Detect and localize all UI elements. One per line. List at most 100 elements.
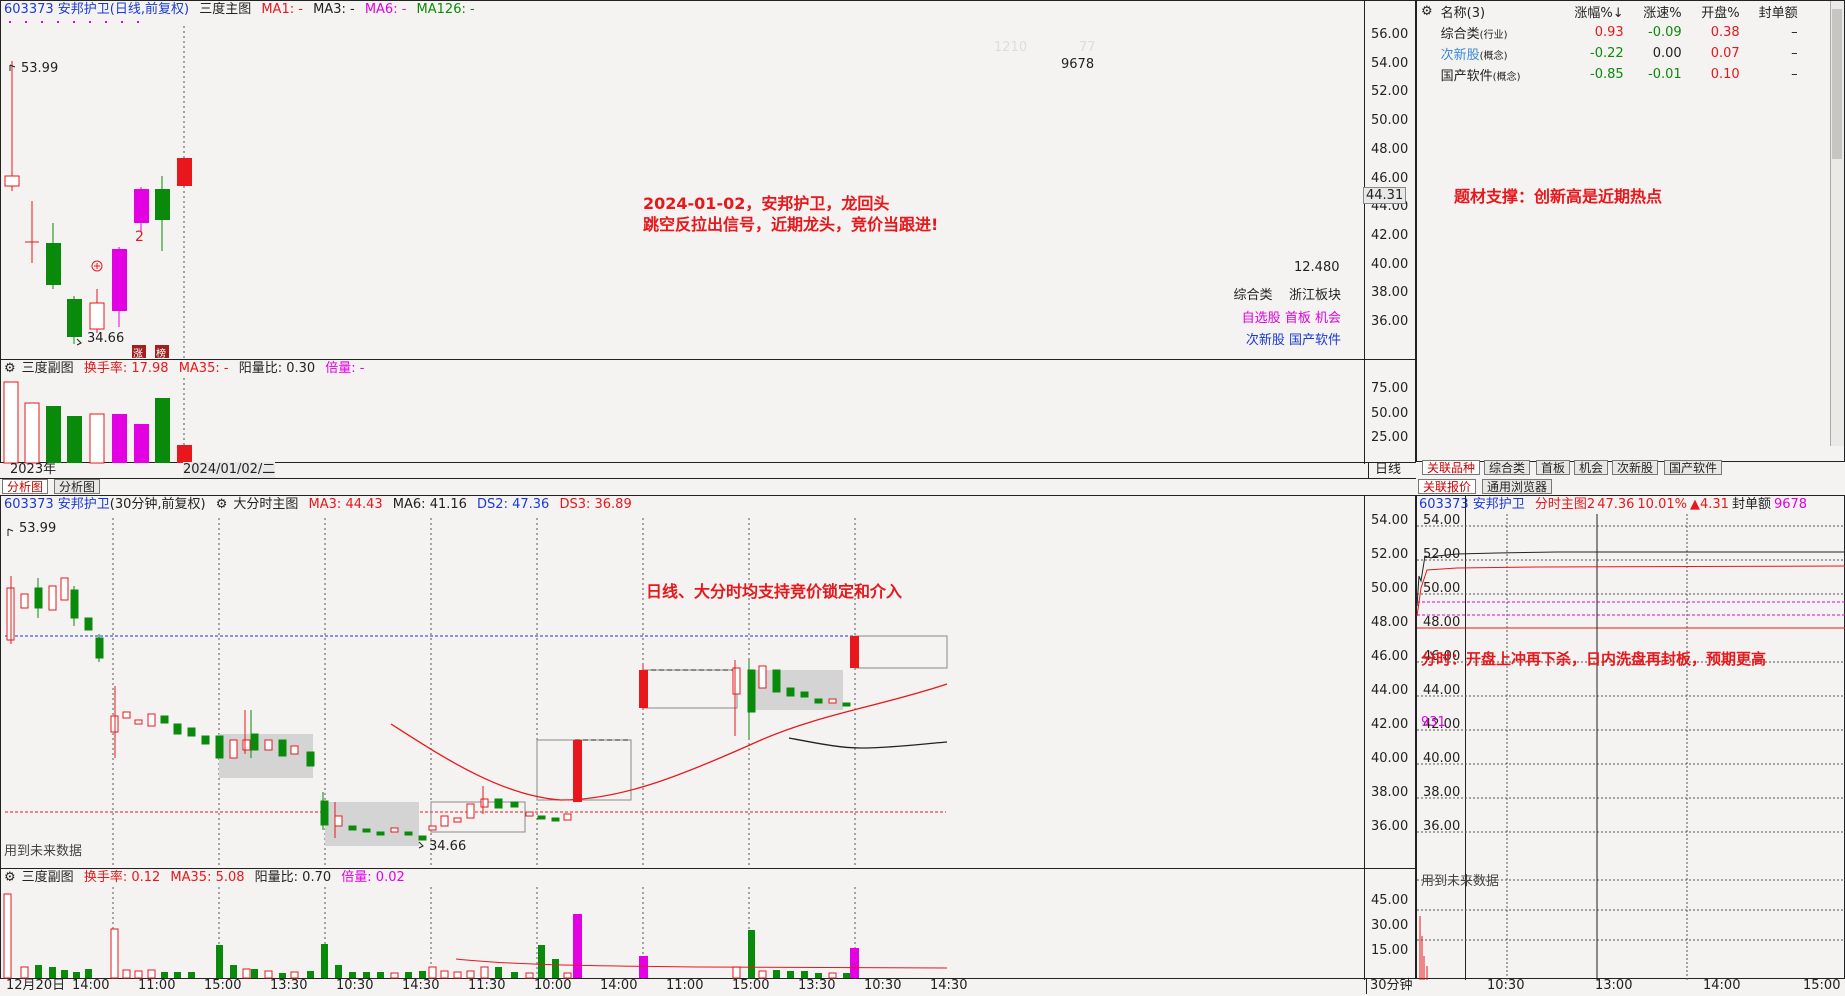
daily-sub-chart-panel[interactable]: ⚙ 三度副图 换手率: 17.98 MA35: - 阳量比: 0.30 倍量: -… <box>0 359 1416 464</box>
col-chg[interactable]: 涨幅%↓ <box>1574 6 1624 21</box>
y-tick: 46.00 <box>1371 649 1409 664</box>
x-tick: 11:00 <box>666 978 704 993</box>
sub-chart-title[interactable]: 三度副图 <box>21 361 74 376</box>
y-tick: 38.00 <box>1423 785 1461 800</box>
y-tick: 45.00 <box>1371 893 1409 908</box>
minute-title[interactable]: 分时主图2 <box>1534 497 1596 512</box>
tab-analysis-1[interactable]: 分析图 <box>2 479 49 494</box>
minute-chart-panel[interactable]: 603373 安邦护卫 分时主图2 47.36 10.01% ▲4.31 封单额 9678… <box>1415 495 1845 980</box>
ma3-label: MA3: - <box>313 2 355 17</box>
y-tick: 36.00 <box>1371 819 1409 834</box>
related-table-header: ⚙ 名称(3) 涨幅%↓ 涨速% 开盘% 封单额 <box>1417 1 1802 22</box>
tag-zhejiang[interactable]: 浙江板块 <box>1288 288 1341 303</box>
period-label[interactable]: 日线 <box>1368 462 1401 478</box>
tab-zonghe[interactable]: 综合类 <box>1484 460 1531 475</box>
col-open[interactable]: 开盘% <box>1701 6 1740 21</box>
x-tick: 11:30 <box>468 978 506 993</box>
minute-price: 47.36 <box>1597 497 1635 512</box>
table-row[interactable]: 综合类(行业) 0.93 -0.09 0.38 – <box>1417 22 1802 43</box>
y-tick: 38.00 <box>1371 285 1409 300</box>
row-chg: 0.93 <box>1594 25 1624 40</box>
y-tick: 50.00 <box>1371 113 1409 128</box>
x-tick: 10:30 <box>864 978 902 993</box>
tab-shouban[interactable]: 首板 <box>1536 460 1571 475</box>
main-chart-title[interactable]: 三度主图 <box>199 2 252 17</box>
y-tick: 50.00 <box>1371 406 1409 421</box>
high-price-label: 53.99 <box>21 61 59 76</box>
minute-pct: 10.01% <box>1637 497 1687 512</box>
intraday-ma3: MA3: 44.43 <box>308 497 383 512</box>
y-tick: 56.00 <box>1371 27 1409 42</box>
y-tick: 40.00 <box>1371 751 1409 766</box>
tab-quote[interactable]: 关联报价 <box>1418 479 1477 494</box>
y-tick: 30.00 <box>1371 918 1409 933</box>
tag-jihui[interactable]: 机会 <box>1314 311 1341 326</box>
daily-sub-header: ⚙ 三度副图 换手率: 17.98 MA35: - 阳量比: 0.30 倍量: - <box>4 360 371 378</box>
intraday-x-axis: 12月20日 14:00 11:00 15:00 13:30 10:30 14:… <box>0 978 1416 996</box>
row-name: 国产软件 <box>1440 69 1493 84</box>
intraday-ratio: 阳量比: 0.70 <box>254 870 332 885</box>
x-tick: 13:00 <box>1595 978 1633 993</box>
scrollbar-thumb[interactable] <box>1832 9 1842 159</box>
related-panel: ⚙ 名称(3) 涨幅%↓ 涨速% 开盘% 封单额 综合类(行业) 0.93 -0… <box>1415 0 1845 462</box>
sub-gear-icon[interactable]: ⚙ <box>4 870 16 885</box>
y-tick: 40.00 <box>1371 257 1409 272</box>
y-tick: 50.00 <box>1371 581 1409 596</box>
y-tick: 38.00 <box>1371 785 1409 800</box>
top-num-a: 1210 <box>994 40 1028 55</box>
intraday-low-label: 34.66 <box>429 839 467 854</box>
related-note: 题材支撑：创新高是近期热点 <box>1454 187 1663 206</box>
x-tick: 14:00 <box>600 978 638 993</box>
top-num-c: 9678 <box>1061 57 1095 72</box>
ratio-label: 阳量比: 0.30 <box>238 361 316 376</box>
intraday-code-name[interactable]: 603373 安邦护卫 <box>4 497 110 512</box>
gear-icon[interactable]: ⚙ <box>4 361 16 376</box>
row-chg: -0.85 <box>1590 67 1624 82</box>
daily-note-line1: 2024-01-02，安邦护卫，龙回头 <box>643 194 890 213</box>
y-tick: 15.00 <box>1371 943 1409 958</box>
daily-x-axis: 2023年 2024/01/02/二 日线 <box>0 462 1416 479</box>
intraday-sub-title[interactable]: 三度副图 <box>21 870 74 885</box>
x-tick: 14:30 <box>402 978 440 993</box>
intraday-main-title[interactable]: 大分时主图 <box>233 497 299 512</box>
tab-cixin[interactable]: 次新股 <box>1612 460 1659 475</box>
settings-icon[interactable]: ⚙ <box>1421 4 1433 19</box>
minute-seal-value: 9678 <box>1773 497 1808 512</box>
tag-cixin[interactable]: 次新股 <box>1245 333 1285 348</box>
tag-shouban[interactable]: 首板 <box>1284 311 1311 326</box>
x-tick: 15:00 <box>1803 978 1841 993</box>
minute-code-name[interactable]: 603373 安邦护卫 <box>1419 497 1525 512</box>
stock-code-name[interactable]: 603373 安邦护卫 <box>4 2 110 17</box>
y-tick: 42.00 <box>1371 717 1409 732</box>
minute-note: 分时：开盘上冲再下杀，日内洗盘再封板，预期更高 <box>1421 650 1767 668</box>
table-row[interactable]: 次新股(概念) -0.22 0.00 0.07 – <box>1417 43 1802 64</box>
intraday-period-label[interactable]: 30分钟 <box>1366 978 1413 994</box>
col-seal[interactable]: 封单额 <box>1758 6 1798 21</box>
daily-chart-panel[interactable]: 603373 安邦护卫(日线,前复权) 三度主图 MA1: - MA3: - M… <box>0 0 1416 361</box>
tab-jihui[interactable]: 机会 <box>1574 460 1609 475</box>
tab-analysis-2[interactable]: 分析图 <box>54 479 101 494</box>
row-speed: 0.00 <box>1652 46 1682 61</box>
minute-future-label: 用到未来数据 <box>1421 874 1500 889</box>
indicator-value: 12.480 <box>1294 260 1340 275</box>
tab-browser[interactable]: 通用浏览器 <box>1482 479 1553 494</box>
minute-x-axis: 10:30 13:00 14:00 15:00 <box>1415 978 1845 996</box>
related-scrollbar[interactable] <box>1830 1 1844 446</box>
chart-period: (日线,前复权) <box>109 2 190 17</box>
tag-zonghe[interactable]: 综合类 <box>1233 288 1273 303</box>
intraday-sub-chart-panel[interactable]: ⚙ 三度副图 换手率: 0.12 MA35: 5.08 阳量比: 0.70 倍量:… <box>0 868 1416 980</box>
intraday-gear-icon[interactable]: ⚙ <box>215 497 228 512</box>
intraday-chart-panel[interactable]: 603373 安邦护卫(30分钟,前复权) ⚙ 大分时主图 MA3: 44.43 … <box>0 495 1416 870</box>
tag-zixuan[interactable]: 自选股 <box>1241 311 1281 326</box>
col-name[interactable]: 名称(3) <box>1440 6 1486 21</box>
tab-related[interactable]: 关联品种 <box>1422 460 1481 475</box>
col-speed[interactable]: 涨速% <box>1643 6 1682 21</box>
y-tick: 48.00 <box>1371 142 1409 157</box>
tag-guochan[interactable]: 国产软件 <box>1288 333 1341 348</box>
x-tick: 10:30 <box>336 978 374 993</box>
minute-header: 603373 安邦护卫 分时主图2 47.36 10.01% ▲4.31 封单额 9678 <box>1419 496 1813 514</box>
table-row[interactable]: 国产软件(概念) -0.85 -0.01 0.10 – <box>1417 64 1802 85</box>
tab-guochan[interactable]: 国产软件 <box>1664 460 1723 475</box>
daily-chart-header: 603373 安邦护卫(日线,前复权) 三度主图 MA1: - MA3: - M… <box>4 1 481 19</box>
minute-seal-label: 封单额 <box>1731 497 1771 512</box>
